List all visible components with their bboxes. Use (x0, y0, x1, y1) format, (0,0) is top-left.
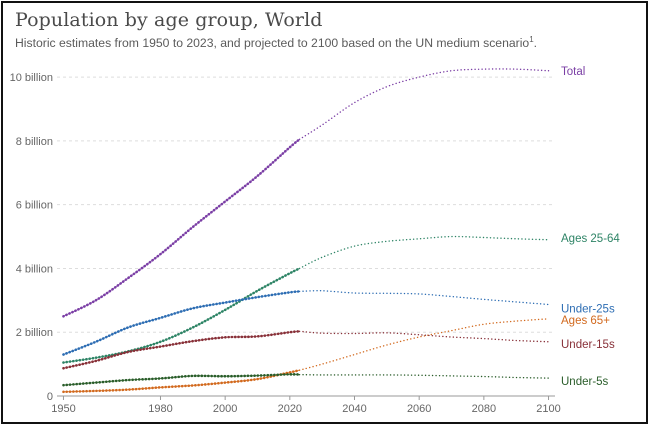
line-chart: 0 2 billion 4 billion 6 billion 8 billion 10 … (10, 66, 621, 415)
axes: 0 2 billion 4 billion 6 billion 8 billion 10 … (10, 72, 561, 415)
series-under-15s-historic (62, 329, 301, 370)
y-tick-label: 4 billion (16, 263, 53, 275)
y-tick-label: 10 billion (10, 72, 53, 84)
x-tick-label: 2100 (536, 403, 560, 415)
series-label-under-25s: Under-25s (561, 303, 615, 315)
series-under-5s-historic (62, 372, 301, 387)
series-under-5s-historic-core (63, 373, 300, 386)
y-tick-label: 2 billion (16, 327, 53, 339)
series-total-projected (298, 68, 550, 141)
series-ages-65-projected (298, 318, 550, 371)
series-under-15s-projected (298, 330, 550, 343)
chart-subtitle: Historic estimates from 1950 to 2023, an… (15, 35, 537, 50)
series-total-historic-core (63, 138, 300, 317)
series-lines (62, 68, 550, 394)
x-tick-label: 2000 (213, 403, 237, 415)
series-label-under-15s: Under-15s (561, 339, 615, 351)
series-under-25s-historic (62, 290, 301, 356)
series-under-15s-historic-core (63, 330, 300, 369)
x-tick-label: 2020 (278, 403, 302, 415)
series-under-25s-projected (298, 290, 550, 306)
subtitle-text: Historic estimates from 1950 to 2023, an… (15, 36, 530, 51)
series-ages-25-64-projected (298, 235, 550, 270)
y-tick-label: 0 (47, 391, 53, 403)
subtitle-footnote: 1 (529, 35, 534, 44)
series-label-under-5s: Under-5s (561, 376, 609, 388)
series-ages-25-64-historic-core (63, 267, 300, 364)
series-ages-65-historic (62, 368, 301, 394)
subtitle-end: . (533, 36, 538, 51)
chart-title: Population by age group, World (15, 9, 323, 31)
series-label-ages-25-64: Ages 25-64 (561, 233, 620, 245)
series-under-5s-projected (298, 373, 550, 379)
series-ages-25-64-historic (62, 267, 301, 364)
x-tick-label: 1980 (148, 403, 172, 415)
y-tick-label: 8 billion (16, 136, 53, 148)
y-tick-label: 6 billion (16, 200, 53, 212)
gridlines (57, 76, 555, 333)
series-under-25s-historic-core (63, 290, 300, 356)
series-ages-65-historic-core (63, 369, 300, 393)
series-total-historic (62, 138, 301, 318)
x-tick-label: 2060 (407, 403, 431, 415)
x-tick-label: 2040 (342, 403, 366, 415)
series-label-ages-65: Ages 65+ (561, 315, 610, 327)
x-tick-label: 1950 (51, 403, 75, 415)
series-label-total: Total (561, 66, 585, 78)
x-tick-label: 2080 (472, 403, 496, 415)
